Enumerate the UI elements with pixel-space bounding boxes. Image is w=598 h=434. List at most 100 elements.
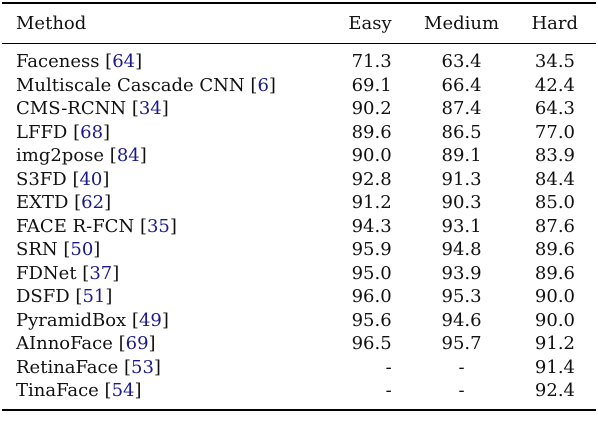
easy-score: 89.6 xyxy=(351,121,392,143)
table-row: SRN [50] 95.9 94.8 89.6 xyxy=(2,238,596,262)
hard-score: 92.4 xyxy=(534,380,575,401)
method-name: FDNet xyxy=(16,262,77,284)
citation-link[interactable]: 53 xyxy=(131,356,154,378)
method-name: RetinaFace xyxy=(16,356,119,378)
medium-score: - xyxy=(458,356,465,378)
header-hard: Hard xyxy=(531,12,578,34)
table-row: img2pose [84] 90.0 89.1 83.9 xyxy=(2,144,596,168)
method-cell: DSFD [51] xyxy=(16,286,113,307)
easy-score: - xyxy=(385,380,392,401)
hard-score: 84.4 xyxy=(534,168,575,190)
method-cell: AInnoFace [69] xyxy=(16,333,156,354)
method-name: EXTD xyxy=(16,192,69,213)
medium-score: 86.5 xyxy=(441,121,482,143)
hard-score: 34.5 xyxy=(534,51,575,72)
hard-score: 42.4 xyxy=(534,74,575,96)
hard-score: 83.9 xyxy=(534,145,575,166)
easy-score: - xyxy=(385,356,392,378)
hard-score: 91.2 xyxy=(534,333,575,354)
citation-link[interactable]: 62 xyxy=(81,192,105,213)
hard-score: 85.0 xyxy=(534,192,575,213)
citation-link[interactable]: 40 xyxy=(79,168,103,190)
citation-link[interactable]: 54 xyxy=(111,380,135,401)
medium-score: 94.8 xyxy=(441,239,482,260)
method-name: PyramidBox xyxy=(16,309,127,331)
table-row: PyramidBox [49] 95.6 94.6 90.0 xyxy=(2,309,596,333)
medium-score: - xyxy=(458,380,465,401)
medium-score: 87.4 xyxy=(441,98,482,119)
hard-score: 90.0 xyxy=(534,309,575,331)
easy-score: 95.9 xyxy=(351,239,392,260)
table-header: Method Easy Medium Hard xyxy=(2,3,596,44)
method-cell: RetinaFace [53] xyxy=(16,356,161,378)
header-method: Method xyxy=(16,12,87,34)
easy-score: 91.2 xyxy=(351,192,392,213)
citation-link[interactable]: 68 xyxy=(80,121,104,143)
method-name: Faceness xyxy=(16,51,100,72)
table-row: S3FD [40] 92.8 91.3 84.4 xyxy=(2,168,596,192)
method-name: CMS-RCNN xyxy=(16,98,127,119)
method-cell: FDNet [37] xyxy=(16,262,120,284)
method-cell: LFFD [68] xyxy=(16,121,111,143)
citation-link[interactable]: 49 xyxy=(138,309,162,331)
table-row: FACE R-FCN [35] 94.3 93.1 87.6 xyxy=(2,215,596,239)
table-row: FDNet [37] 95.0 93.9 89.6 xyxy=(2,262,596,286)
citation-link[interactable]: 37 xyxy=(89,262,113,284)
table-row: EXTD [62] 91.2 90.3 85.0 xyxy=(2,191,596,215)
table-body: Faceness [64] 71.3 63.4 34.5 Multiscale Casc… xyxy=(2,44,596,410)
medium-score: 90.3 xyxy=(441,192,482,213)
hard-score: 89.6 xyxy=(534,239,575,260)
method-name: img2pose xyxy=(16,145,105,166)
header-row: Method Easy Medium Hard xyxy=(2,3,596,44)
method-cell: img2pose [84] xyxy=(16,145,147,166)
citation-link[interactable]: 50 xyxy=(70,239,94,260)
medium-score: 95.3 xyxy=(441,286,482,307)
hard-score: 77.0 xyxy=(534,121,575,143)
medium-score: 93.9 xyxy=(441,262,482,284)
hard-score: 91.4 xyxy=(534,356,575,378)
citation-link[interactable]: 69 xyxy=(125,333,149,354)
easy-score: 90.2 xyxy=(351,98,392,119)
easy-score: 94.3 xyxy=(351,215,392,237)
easy-score: 71.3 xyxy=(351,51,392,72)
method-cell: EXTD [62] xyxy=(16,192,112,213)
table-row: Faceness [64] 71.3 63.4 34.5 xyxy=(2,44,596,74)
citation-link[interactable]: 84 xyxy=(116,145,140,166)
citation-link[interactable]: 34 xyxy=(138,98,162,119)
easy-score: 95.0 xyxy=(351,262,392,284)
method-name: LFFD xyxy=(16,121,68,143)
method-cell: FACE R-FCN [35] xyxy=(16,215,177,237)
easy-score: 90.0 xyxy=(351,145,392,166)
hard-score: 90.0 xyxy=(534,286,575,307)
method-name: TinaFace xyxy=(16,380,99,401)
header-easy: Easy xyxy=(348,12,392,34)
method-name: AInnoFace xyxy=(16,333,113,354)
citation-link[interactable]: 51 xyxy=(82,286,106,307)
citation-link[interactable]: 6 xyxy=(257,74,269,96)
method-cell: PyramidBox [49] xyxy=(16,309,169,331)
citation-link[interactable]: 35 xyxy=(146,215,170,237)
method-name: Multiscale Cascade CNN xyxy=(16,74,245,96)
method-cell: SRN [50] xyxy=(16,239,101,260)
hard-score: 89.6 xyxy=(534,262,575,284)
medium-score: 95.7 xyxy=(441,333,482,354)
table-row: DSFD [51] 96.0 95.3 90.0 xyxy=(2,285,596,309)
citation-link[interactable]: 64 xyxy=(112,51,136,72)
medium-score: 63.4 xyxy=(441,51,482,72)
easy-score: 69.1 xyxy=(351,74,392,96)
table-row: LFFD [68] 89.6 86.5 77.0 xyxy=(2,121,596,145)
medium-score: 66.4 xyxy=(441,74,482,96)
method-name: FACE R-FCN xyxy=(16,215,135,237)
results-table: Method Easy Medium Hard Faceness [64] 71.… xyxy=(2,2,596,411)
table-row: Multiscale Cascade CNN [6] 69.1 66.4 42.4 xyxy=(2,74,596,98)
method-cell: TinaFace [54] xyxy=(16,380,142,401)
method-cell: Multiscale Cascade CNN [6] xyxy=(16,74,276,96)
medium-score: 89.1 xyxy=(441,145,482,166)
hard-score: 64.3 xyxy=(534,98,575,119)
method-cell: Faceness [64] xyxy=(16,51,143,72)
table-row: AInnoFace [69] 96.5 95.7 91.2 xyxy=(2,332,596,356)
header-medium: Medium xyxy=(424,12,500,34)
medium-score: 93.1 xyxy=(441,215,482,237)
hard-score: 87.6 xyxy=(534,215,575,237)
